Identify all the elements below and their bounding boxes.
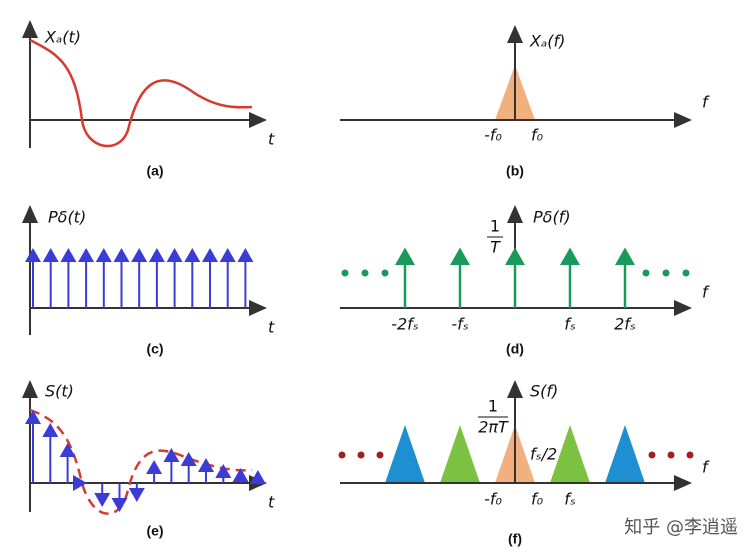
panel-label: (a) [146, 163, 163, 179]
spectrum-copy [605, 425, 645, 483]
fraction-numerator: 1 [488, 397, 498, 416]
y-label: Xₐ(f) [529, 32, 565, 51]
tick-label: 2fₛ [614, 315, 636, 334]
x-label: t [268, 130, 275, 149]
panel-b: Xₐ(f) f -f₀ f₀ (b) [340, 25, 710, 179]
x-label: t [268, 493, 275, 512]
panel-label: (e) [146, 523, 163, 539]
tick-label: f₀ [531, 126, 544, 145]
tick-label: -f₀ [484, 490, 502, 509]
fraction-denominator: T [490, 238, 501, 257]
ellipsis [341, 269, 690, 277]
watermark: 知乎 @李逍遥 [624, 517, 738, 538]
panel-label: (b) [506, 163, 524, 179]
x-label: t [268, 318, 275, 337]
panel-e: S(t) t (e) [22, 380, 275, 539]
panel-label: (d) [506, 341, 524, 357]
y-label: Pδ(f) [533, 208, 571, 227]
tick-label: f₀ [531, 490, 544, 509]
y-label: S(f) [530, 382, 558, 401]
signal-curve [29, 408, 253, 515]
ellipsis [338, 451, 694, 459]
impulses [395, 247, 635, 308]
panel-a: Xₐ(t) t (a) [22, 20, 275, 179]
y-label: S(t) [45, 382, 74, 401]
spectrum-copy [385, 425, 425, 483]
panel-label: (f) [508, 531, 522, 547]
panel-label: (c) [146, 341, 163, 357]
spectrum-copy [440, 425, 480, 483]
x-label: f [702, 458, 710, 477]
panel-d: 1 T Pδ(f) f -2fₛ -fₛ fₛ 2fₛ (d) [340, 205, 710, 357]
tick-label: -fₛ [451, 315, 468, 334]
fraction-numerator: 1 [490, 217, 500, 236]
tick-label: fₛ [564, 490, 576, 509]
spectrum-copy [550, 425, 590, 483]
tick-label: -f₀ [484, 126, 502, 145]
panel-c: Pδ(t) t (c) [22, 205, 275, 357]
y-label: Pδ(t) [48, 208, 86, 227]
fraction-denominator: 2πT [478, 418, 509, 437]
annotation: fₛ/2 [530, 445, 557, 464]
signal-curve [29, 38, 253, 148]
x-label: f [702, 283, 710, 302]
y-label: Xₐ(t) [44, 28, 81, 47]
tick-label: -2fₛ [391, 315, 419, 334]
panel-f: 1 2πT S(f) fₛ/2 f -f₀ f₀ fₛ (f) [338, 380, 710, 547]
x-label: f [702, 93, 710, 112]
tick-label: fₛ [564, 315, 576, 334]
